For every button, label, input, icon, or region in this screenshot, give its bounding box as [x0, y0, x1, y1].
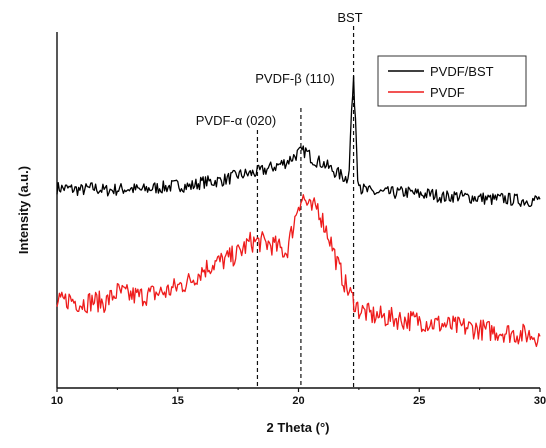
legend-label-pvdf-bst: PVDF/BST [430, 64, 494, 79]
annotation-pvdf-110: PVDF-β (110) [255, 71, 334, 86]
legend: PVDF/BST PVDF [377, 55, 527, 107]
x-axis-title: 2 Theta (°) [267, 420, 330, 435]
annotation-bst: BST [337, 10, 362, 25]
series-line-pvdf-bst [56, 75, 541, 207]
y-axis-title: Intensity (a.u.) [16, 166, 31, 254]
series-layer [56, 75, 541, 348]
annotation-pvdf-020: PVDF-α (020) [196, 113, 276, 128]
x-tick-label: 30 [534, 395, 546, 407]
peak-annotations: PVDF-α (020) PVDF-β (110) BST [196, 10, 363, 128]
series-line-pvdf [56, 194, 541, 348]
legend-label-pvdf: PVDF [430, 85, 465, 100]
x-ticks: 10 15 20 25 30 [51, 388, 546, 407]
x-tick-label: 25 [413, 395, 425, 407]
x-tick-label: 20 [292, 395, 304, 407]
x-tick-label: 15 [172, 395, 184, 407]
plot-area: 10 15 20 25 30 PVDF-α (020) PVDF-β (110) BST [51, 10, 546, 407]
x-tick-label: 10 [51, 395, 63, 407]
legend-box [377, 55, 527, 107]
peak-marker-lines [256, 26, 355, 388]
